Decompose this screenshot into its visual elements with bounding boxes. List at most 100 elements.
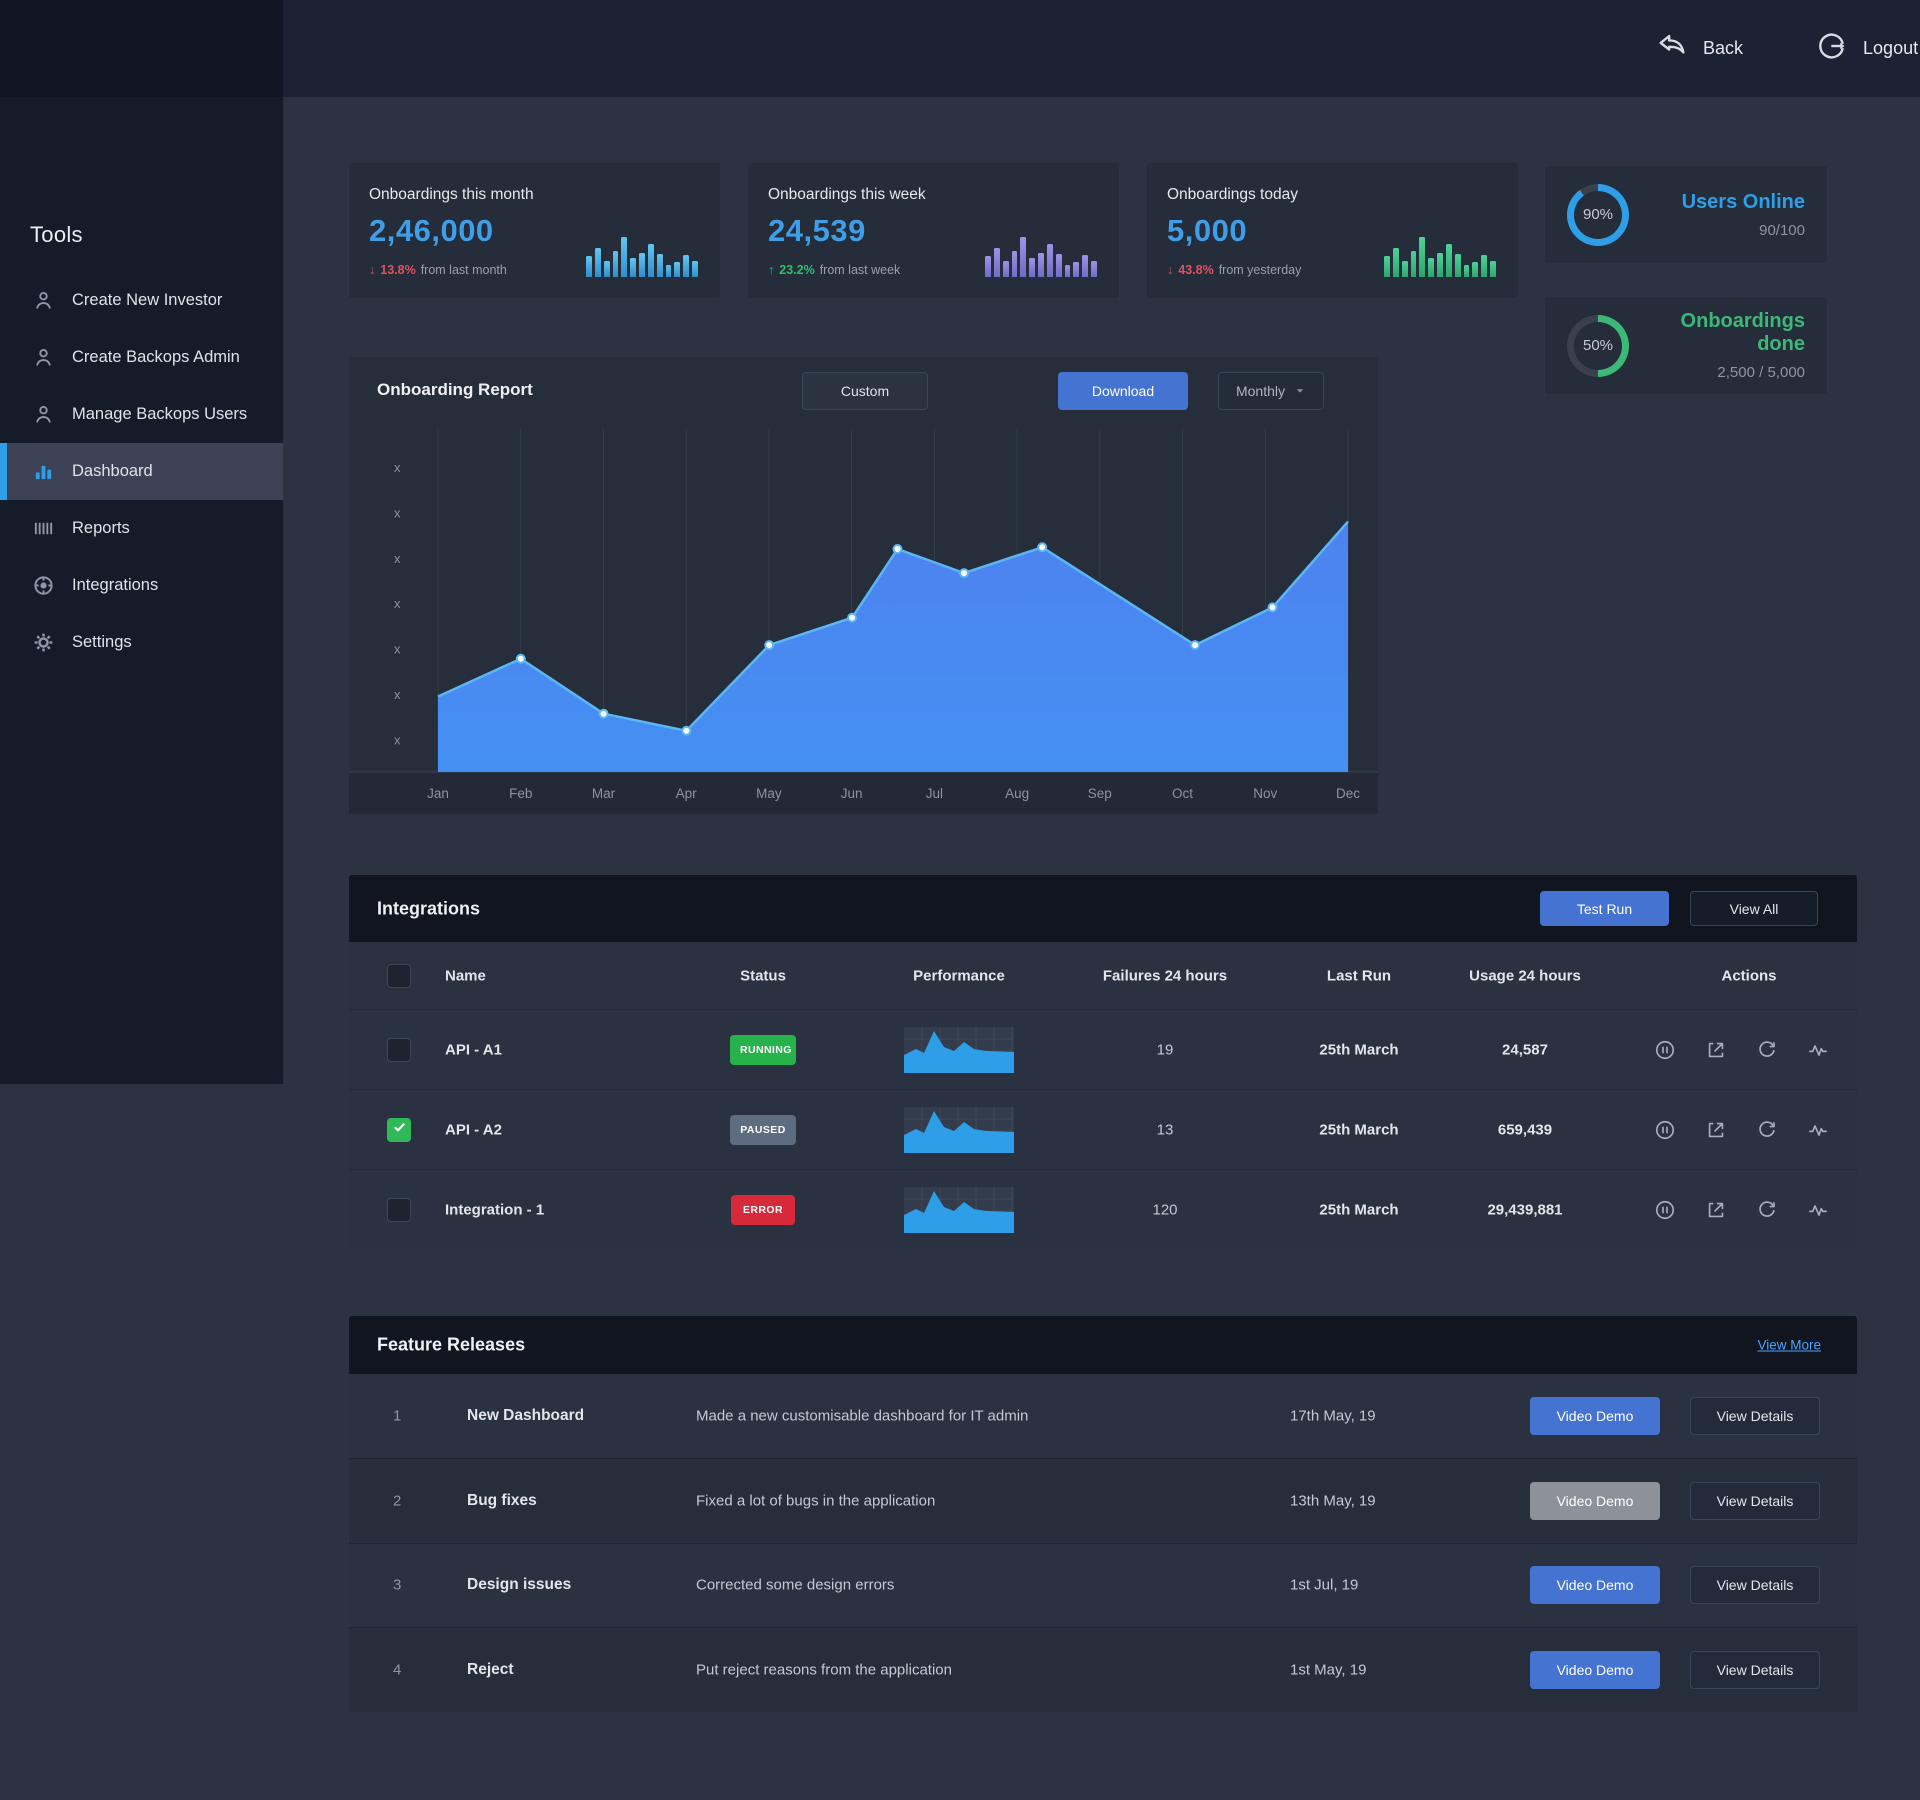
usage-value: 29,439,881	[1487, 1201, 1563, 1219]
row-checkbox-checked[interactable]	[387, 1117, 411, 1142]
integration-row-api-a2: API - A2 PAUSED 13 25th March 659,439	[349, 1090, 1857, 1170]
mini-bar	[683, 255, 690, 277]
svg-text:x: x	[394, 642, 401, 657]
mini-bar	[1020, 237, 1027, 277]
mini-bar	[1481, 255, 1488, 277]
feature-date: 1st May, 19	[1290, 1661, 1367, 1679]
svg-text:May: May	[756, 786, 782, 801]
activity-icon[interactable]	[1807, 1039, 1829, 1061]
gear-icon	[31, 631, 55, 655]
column-header-name: Name	[445, 967, 486, 984]
feature-date: 1st Jul, 19	[1290, 1576, 1359, 1594]
period-dropdown[interactable]: Monthly	[1218, 372, 1324, 410]
view-more-link[interactable]: View More	[1757, 1337, 1821, 1353]
activity-icon[interactable]	[1807, 1199, 1829, 1221]
export-icon[interactable]	[1705, 1039, 1727, 1061]
sidebar-item-settings[interactable]: Settings	[0, 614, 283, 671]
svg-text:Apr: Apr	[676, 786, 698, 801]
pause-icon[interactable]	[1654, 1039, 1676, 1061]
svg-text:x: x	[394, 505, 401, 520]
mini-bar	[1055, 253, 1062, 277]
feature-releases-body: 1 New Dashboard Made a new customisable da…	[349, 1374, 1857, 1712]
sidebar-item-dashboard[interactable]: Dashboard	[0, 443, 283, 500]
row-checkbox[interactable]	[387, 1198, 411, 1222]
export-icon[interactable]	[1705, 1199, 1727, 1221]
sidebar-title: Tools	[30, 222, 83, 247]
onboarding-report-chart: x x x x x x x Jan Feb Mar Apr May Jun Jul Aug Sep Oct No…	[349, 417, 1378, 814]
refresh-icon[interactable]	[1756, 1039, 1778, 1061]
logout-icon	[1815, 29, 1849, 68]
sidebar-item-create-new-investor[interactable]: Create New Investor	[0, 272, 283, 329]
feature-description: Fixed a lot of bugs in the application	[696, 1492, 936, 1510]
sidebar-item-integrations[interactable]: Integrations	[0, 557, 283, 614]
mini-bar	[647, 244, 654, 277]
activity-icon[interactable]	[1807, 1119, 1829, 1141]
sidebar-item-create-backops-admin[interactable]: Create Backops Admin	[0, 329, 283, 386]
person-icon	[31, 289, 55, 313]
mini-bar	[603, 261, 610, 277]
view-all-button[interactable]: View All	[1690, 891, 1818, 926]
sidebar-item-label: Create New Investor	[72, 291, 223, 309]
integration-name: API - A1	[445, 1041, 502, 1058]
integrations-panel: Integrations Test Run View All Name Statu…	[349, 875, 1857, 1249]
mini-bar	[1091, 261, 1097, 277]
mini-bar	[1011, 250, 1018, 277]
chevron-down-icon	[1296, 389, 1304, 393]
period-value: Monthly	[1235, 383, 1286, 399]
feature-description: Put reject reasons from the application	[696, 1661, 952, 1679]
mini-bar	[1002, 261, 1009, 277]
view-details-button[interactable]: View Details	[1690, 1481, 1820, 1520]
back-button[interactable]: Back	[1655, 29, 1743, 68]
pause-icon[interactable]	[1654, 1119, 1676, 1141]
video-demo-button[interactable]: Video Demo	[1530, 1566, 1660, 1605]
mini-bar	[665, 265, 672, 277]
feature-row-bug-fixes: 2 Bug fixes Fixed a lot of bugs in the app…	[349, 1458, 1857, 1544]
mini-bar	[674, 261, 681, 277]
change-suffix: from last week	[819, 263, 901, 277]
stat-card-value: 24,539	[768, 213, 866, 248]
mini-bar	[1445, 244, 1452, 277]
row-actions	[1654, 1119, 1829, 1141]
failures-value: 19	[1156, 1041, 1174, 1058]
mini-bar	[586, 256, 592, 277]
export-icon[interactable]	[1705, 1119, 1727, 1141]
test-run-button[interactable]: Test Run	[1540, 891, 1669, 926]
row-checkbox[interactable]	[387, 1037, 411, 1062]
donut-gauge: 90%	[1567, 183, 1629, 246]
view-details-button[interactable]: View Details	[1690, 1651, 1820, 1690]
gauge-percent: 50%	[1582, 337, 1614, 354]
sidebar-header	[0, 0, 283, 97]
column-header-last-run: Last Run	[1326, 967, 1392, 984]
video-demo-button[interactable]: Video Demo	[1530, 1481, 1660, 1520]
mini-bar	[630, 258, 637, 277]
feature-description: Made a new customisable dashboard for IT…	[696, 1407, 1029, 1425]
gauge-percent: 90%	[1582, 206, 1614, 223]
svg-text:Sep: Sep	[1088, 786, 1112, 801]
svg-text:Jul: Jul	[926, 786, 943, 801]
gauge-subvalue: 2,500 / 5,000	[1717, 364, 1805, 381]
logout-button[interactable]: Logout	[1815, 29, 1918, 68]
feature-name: Design issues	[467, 1576, 572, 1594]
download-button[interactable]: Download	[1058, 372, 1188, 410]
pause-icon[interactable]	[1654, 1199, 1676, 1221]
view-details-button[interactable]: View Details	[1690, 1396, 1820, 1435]
stat-card-title: Onboardings this week	[768, 186, 926, 203]
view-details-button[interactable]: View Details	[1690, 1566, 1820, 1605]
video-demo-button[interactable]: Video Demo	[1530, 1651, 1660, 1690]
mini-bar	[692, 261, 698, 277]
sidebar-item-manage-backops-users[interactable]: Manage Backops Users	[0, 386, 283, 443]
mini-bar	[1490, 261, 1496, 277]
svg-text:Oct: Oct	[1172, 786, 1193, 801]
custom-button[interactable]: Custom	[802, 372, 928, 410]
sidebar-item-reports[interactable]: Reports	[0, 500, 283, 557]
mini-bar-chart	[1384, 235, 1496, 277]
stat-card-onboardings-this-month: Onboardings this month 2,46,000 ↓ 13.8% from…	[349, 163, 720, 298]
select-all-checkbox[interactable]	[387, 963, 411, 988]
back-label: Back	[1703, 38, 1744, 58]
stat-card-onboardings-this-week: Onboardings this week 24,539 ↑ 23.2% from la…	[748, 163, 1119, 298]
video-demo-button[interactable]: Video Demo	[1530, 1396, 1660, 1435]
refresh-icon[interactable]	[1756, 1119, 1778, 1141]
gauge-subvalue: 90/100	[1759, 221, 1805, 239]
refresh-icon[interactable]	[1756, 1199, 1778, 1221]
mini-bar	[1410, 250, 1417, 277]
